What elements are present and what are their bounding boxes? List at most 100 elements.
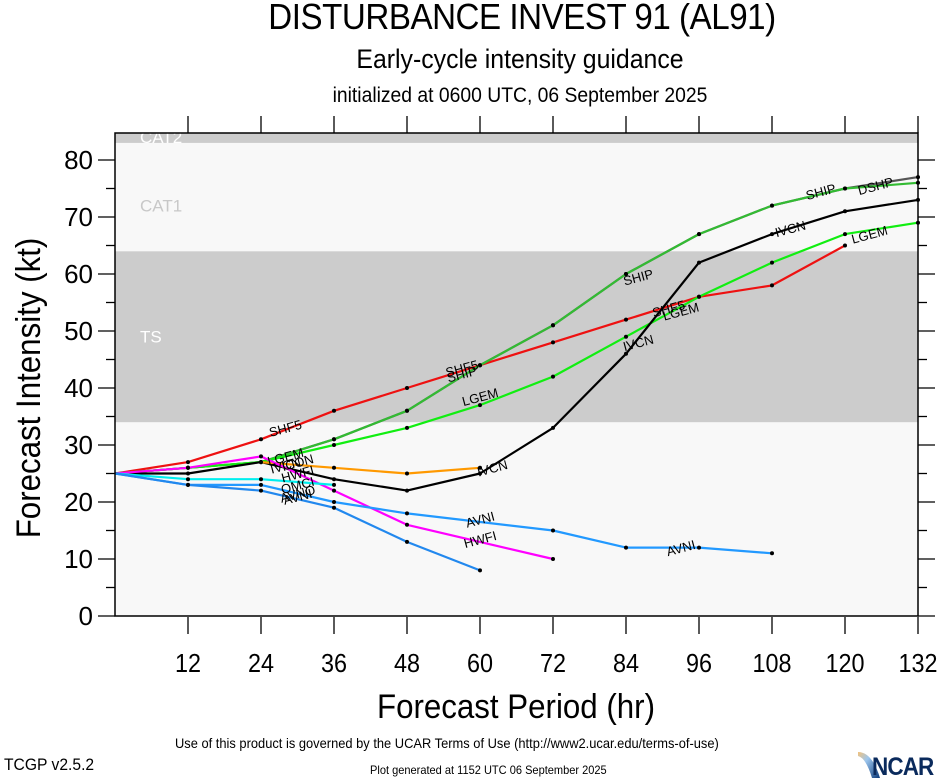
generated-time: Plot generated at 1152 UTC 06 September … <box>370 763 607 777</box>
data-point-ivcn <box>186 471 190 476</box>
data-point-hwfi <box>405 522 409 527</box>
data-point-avno <box>405 539 409 544</box>
data-point-avno <box>478 568 482 573</box>
data-point-lgem <box>405 425 409 430</box>
series-line-avno <box>114 472 481 572</box>
initialization-time: initialized at 0600 UTC, 06 September 20… <box>332 84 708 107</box>
ncar-logo-text: NCAR <box>872 753 934 781</box>
series-lines <box>114 175 920 573</box>
data-point-omci <box>259 477 263 482</box>
data-point-ivcn <box>332 477 336 482</box>
terms-of-use: Use of this product is governed by the U… <box>175 735 719 751</box>
data-point-lgem <box>624 334 628 339</box>
x-tick-label: 12 <box>175 650 201 678</box>
data-point-ivcn <box>697 260 701 265</box>
x-tick-label: 72 <box>540 650 566 678</box>
data-point-avno <box>259 488 263 493</box>
x-tick-label: 96 <box>686 650 712 678</box>
x-tick-label: 24 <box>248 650 274 678</box>
y-tick-label: 0 <box>79 601 93 631</box>
axes: 0 10 20 30 40 50 60 70 80 12 24 36 48 60 72 84 96 108 120 1… <box>64 116 938 678</box>
data-point-ship <box>697 232 701 237</box>
data-point-ship <box>405 408 409 413</box>
data-point-avni <box>551 528 555 533</box>
data-point-hwfi <box>186 465 190 470</box>
data-point-icon <box>478 465 482 470</box>
x-tick-label: 108 <box>752 650 791 678</box>
data-point-lgem <box>697 294 701 299</box>
x-tick-label: 60 <box>467 650 493 678</box>
data-point-lgem <box>551 374 555 379</box>
x-tick-label: 36 <box>321 650 347 678</box>
data-point-hwfi <box>332 488 336 493</box>
y-axis-label: Forecast Intensity (kt) <box>9 238 48 539</box>
data-point-hwfi <box>259 454 263 459</box>
y-tick-label: 20 <box>64 487 93 517</box>
data-point-lgem <box>843 232 847 237</box>
y-tick-label: 50 <box>64 316 93 346</box>
data-point-ivcn <box>405 488 409 493</box>
data-point-icon <box>259 460 263 465</box>
data-point-ship <box>332 437 336 442</box>
y-tick-label: 10 <box>64 544 93 574</box>
data-point-shf5 <box>770 283 774 288</box>
data-point-ivcn <box>551 425 555 430</box>
y-tick-label: 80 <box>64 145 93 175</box>
series-line-icon <box>260 461 481 475</box>
data-point-ivcn <box>624 351 628 356</box>
plot-frame <box>114 132 919 617</box>
data-point-shf5 <box>405 386 409 390</box>
x-tick-label: 48 <box>394 650 420 678</box>
data-point-lgem <box>332 443 336 447</box>
data-point-shf5 <box>843 243 847 248</box>
x-tick-label: 132 <box>898 650 937 678</box>
data-point-icon <box>405 471 409 476</box>
chart-title: DISTURBANCE INVEST 91 (AL91) <box>268 0 776 37</box>
data-point-ship <box>478 363 482 368</box>
data-point-lgem <box>478 403 482 408</box>
data-point-shf5 <box>186 460 190 465</box>
data-point-ship <box>624 272 628 276</box>
chart-subtitle: Early-cycle intensity guidance <box>356 44 684 74</box>
series-line-hwfi <box>114 455 554 561</box>
intensity-bands: TS CAT1 CAT2 <box>115 128 918 616</box>
y-tick-label: 40 <box>64 373 93 403</box>
x-tick-label: 120 <box>825 650 864 678</box>
band-cat1 <box>115 142 918 252</box>
band-label-cat2: CAT2 <box>140 128 182 147</box>
data-point-ship <box>551 323 555 328</box>
data-point-ship <box>843 186 847 191</box>
data-point-shf5 <box>551 340 555 345</box>
data-point-ivcn <box>478 471 482 476</box>
data-point-ivcn <box>770 232 774 237</box>
series-line-omci <box>114 472 335 486</box>
band-cat2 <box>115 133 918 143</box>
series-label-avni: AVNI <box>464 509 496 531</box>
series-line-ivcn <box>115 198 919 492</box>
y-tick-label: 30 <box>64 430 93 460</box>
x-tick-label: 84 <box>613 650 639 678</box>
data-point-avni <box>332 500 336 504</box>
data-point-icon <box>332 465 336 470</box>
data-point-shf5 <box>332 408 336 413</box>
data-point-shf5 <box>259 437 263 442</box>
band-label-cat1: CAT1 <box>140 196 182 215</box>
data-point-lgem <box>770 260 774 265</box>
data-point-omci <box>186 477 190 482</box>
data-point-omci <box>332 482 336 487</box>
data-point-ivcn <box>843 209 847 214</box>
band-label-ts: TS <box>140 327 162 346</box>
data-point-avni <box>624 545 628 550</box>
data-point-avno <box>332 505 336 510</box>
y-tick-label: 60 <box>64 259 93 289</box>
data-point-ship <box>770 203 774 208</box>
data-point-avno <box>186 482 190 487</box>
data-point-avni <box>770 551 774 556</box>
band-ts <box>115 251 918 423</box>
data-point-avni <box>259 482 263 487</box>
data-point-shf5 <box>624 317 628 322</box>
data-point-avni <box>405 511 409 516</box>
ncar-logo-icon <box>858 752 880 778</box>
x-axis-label: Forecast Period (hr) <box>377 687 655 726</box>
